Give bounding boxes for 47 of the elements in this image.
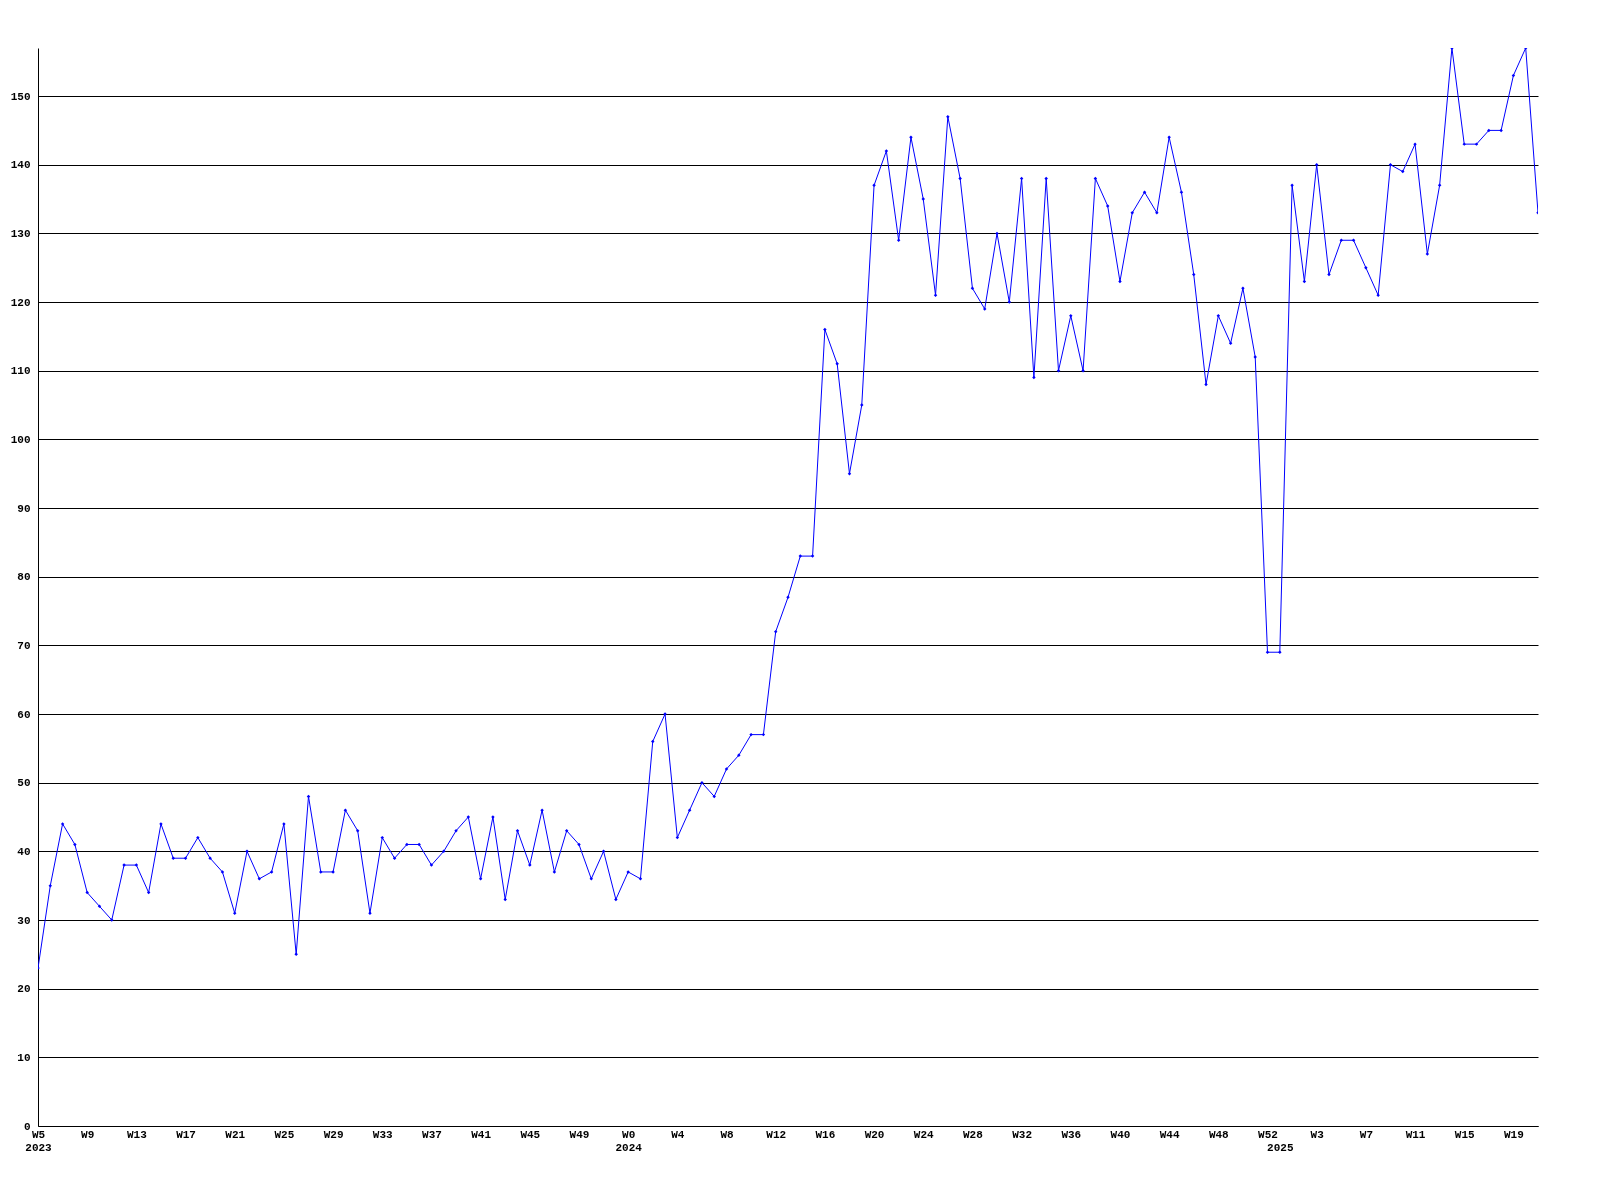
- x-tick-label: W16: [815, 1128, 836, 1141]
- x-tick-label: W9: [81, 1128, 95, 1141]
- x-tick-label: W41: [471, 1128, 492, 1141]
- x-tick-label: W24: [913, 1128, 935, 1141]
- x-tick-label: W33: [372, 1128, 394, 1141]
- y-tick-label: 90: [17, 502, 31, 515]
- x-tick-label: W11: [1405, 1128, 1426, 1141]
- y-tick-label: 140: [10, 159, 31, 172]
- x-tick-label: W36: [1061, 1128, 1082, 1141]
- x-tick-label: W37: [422, 1128, 442, 1141]
- y-tick-label: 10: [17, 1051, 31, 1064]
- x-tick-label: W13: [126, 1128, 148, 1141]
- x-tick-label: W32: [1012, 1128, 1033, 1141]
- y-tick-label: 20: [17, 983, 31, 996]
- x-tick-label: W15: [1454, 1128, 1476, 1141]
- x-tick-label: W45: [520, 1128, 541, 1141]
- y-tick-label: 80: [17, 571, 31, 584]
- y-tick-label: 130: [10, 227, 31, 240]
- x-tick-label: W12: [766, 1128, 787, 1141]
- x-tick-label: W3: [1310, 1128, 1325, 1141]
- x-tick-label: W20: [864, 1128, 885, 1141]
- x-tick-label: W44: [1159, 1128, 1180, 1141]
- x-tick-label: 2025: [1267, 1141, 1294, 1154]
- x-tick-label: W25: [274, 1128, 295, 1141]
- x-tick-label: W7: [1359, 1128, 1373, 1141]
- x-tick-label: W19: [1504, 1128, 1524, 1141]
- x-tick-label: W17: [176, 1128, 196, 1141]
- x-tick-label: W40: [1110, 1128, 1131, 1141]
- x-tick-label: W21: [225, 1128, 246, 1141]
- y-tick-label: 30: [17, 914, 31, 927]
- x-tick-label: W4: [671, 1128, 685, 1141]
- x-tick-label: W28: [963, 1128, 984, 1141]
- y-tick-label: 110: [10, 365, 31, 378]
- y-tick-label: 50: [17, 777, 31, 790]
- y-tick-label: 150: [10, 90, 31, 103]
- x-tick-label: W52: [1258, 1128, 1278, 1141]
- y-tick-label: 70: [17, 639, 31, 652]
- x-tick-label: W48: [1208, 1128, 1230, 1141]
- x-tick-label: W49: [569, 1128, 590, 1141]
- y-tick-label: 120: [10, 296, 31, 309]
- y-tick-label: 60: [17, 708, 31, 721]
- x-tick-label: W8: [720, 1128, 735, 1141]
- y-tick-label: 0: [23, 1120, 31, 1133]
- y-tick-label: 100: [10, 433, 31, 446]
- y-tick-label: 40: [17, 845, 31, 858]
- x-tick-label: W0 2024: [615, 1128, 643, 1154]
- x-tick-label: W29: [323, 1128, 344, 1141]
